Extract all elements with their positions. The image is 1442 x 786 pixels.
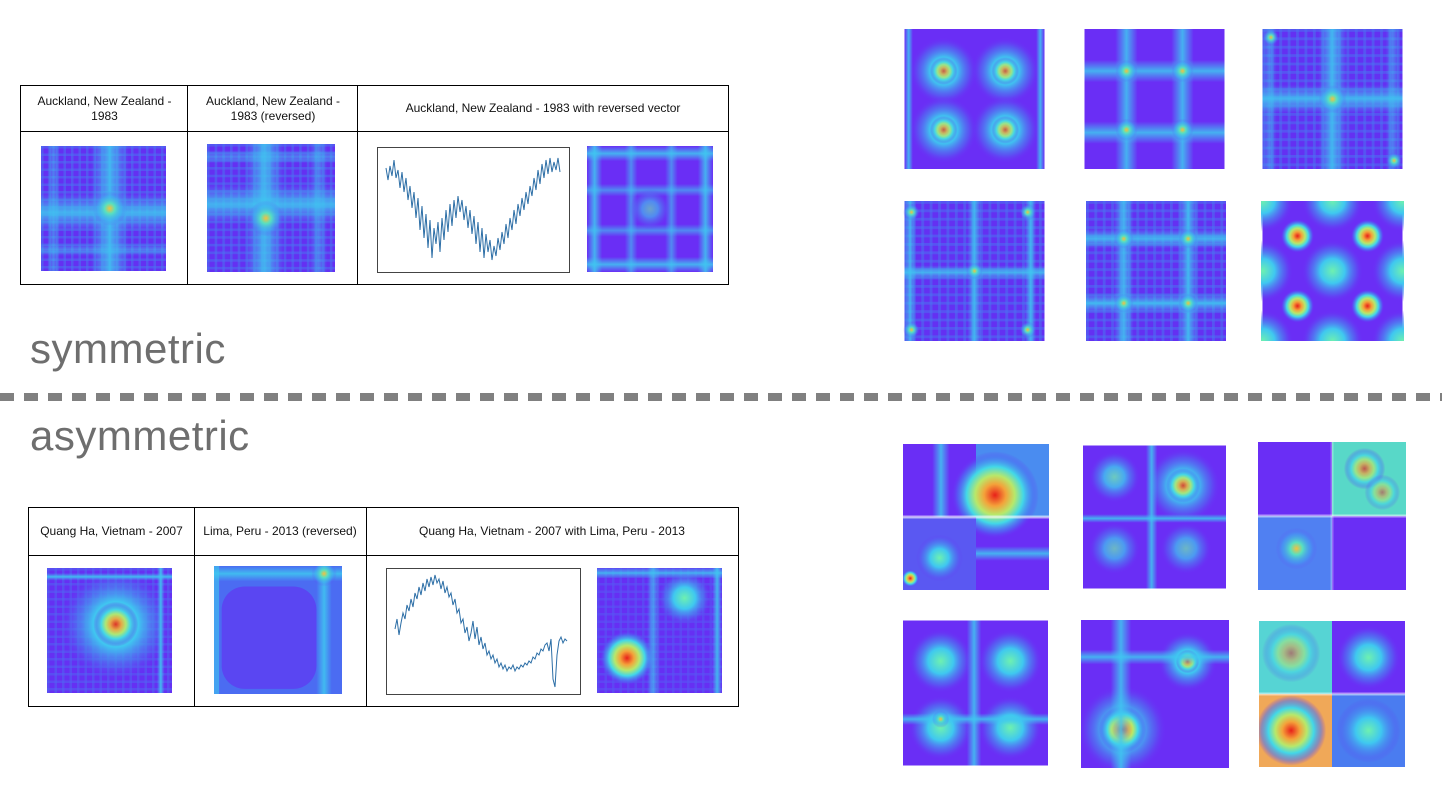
symmetric-matrix-1 [904,29,1045,169]
bottom-table-header-2: Lima, Peru - 2013 (reversed) [203,524,357,538]
top-table: Auckland, New Zealand - 1983 Auckland, N… [20,85,729,285]
asymmetric-matrix-2 [1083,445,1226,589]
symmetric-matrix-2 [1084,29,1225,169]
asymmetric-matrix-4 [903,620,1048,766]
auckland-heatmap [41,146,166,271]
quang-ha-heatmap [47,568,172,693]
bottom-table-header-3: Quang Ha, Vietnam - 2007 with Lima, Peru… [419,524,685,538]
asymmetric-matrix-6 [1259,621,1405,767]
asymmetric-matrix-1 [903,444,1049,590]
asymmetric-matrix-5 [1081,620,1229,768]
symmetric-matrix-4 [903,201,1045,341]
auckland-reversed-heatmap [207,144,335,272]
section-divider [0,393,1442,401]
asymmetric-matrix-3 [1258,442,1406,590]
symmetric-matrix-5 [1086,201,1226,341]
quang-ha-lima-heatmap [597,568,722,693]
symmetric-label: symmetric [30,325,226,372]
symmetric-matrix-3 [1262,29,1403,169]
quang-ha-lima-series-line [394,574,568,688]
lima-reversed-heatmap [214,566,342,694]
asymmetric-label: asymmetric [30,412,250,459]
auckland-timeseries-plot [377,147,570,273]
bottom-table-header-1: Quang Ha, Vietnam - 2007 [40,524,183,538]
auckland-series-line [385,157,561,261]
quang-ha-lima-timeseries-plot [386,568,581,695]
top-table-header-1: Auckland, New Zealand - 1983 [37,93,172,123]
top-table-header-2: Auckland, New Zealand - 1983 (reversed) [205,93,341,123]
symmetric-matrix-6 [1261,201,1404,341]
top-table-header-3: Auckland, New Zealand - 1983 with revers… [405,101,681,115]
auckland-reversed-vector-heatmap [587,146,713,272]
bottom-table: Quang Ha, Vietnam - 2007 Lima, Peru - 20… [28,507,739,707]
